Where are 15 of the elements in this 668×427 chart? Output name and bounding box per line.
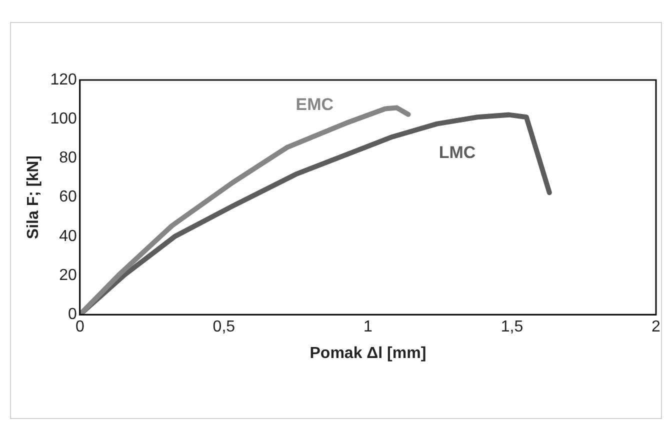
series-label: LMC — [438, 142, 476, 162]
y-tick-label: 80 — [59, 150, 77, 167]
y-tick-label: 120 — [50, 71, 77, 88]
y-tick-label: 0 — [68, 306, 77, 324]
y-tick-label: 20 — [59, 266, 77, 284]
x-tick-label: 1 — [363, 318, 372, 336]
x-tick-label: 2 — [652, 318, 661, 336]
y-tick-label: 60 — [59, 188, 77, 206]
series-label: EMC — [296, 95, 334, 114]
y-tick-label: 40 — [59, 228, 77, 245]
x-axis-title: Pomak Δl [mm] — [310, 344, 426, 362]
x-tick-label: 0,5 — [212, 318, 236, 336]
y-axis-title: Sila F; [kN] — [25, 156, 42, 240]
x-tick-label: 1,5 — [500, 318, 524, 336]
y-tick-label: 100 — [50, 110, 77, 128]
